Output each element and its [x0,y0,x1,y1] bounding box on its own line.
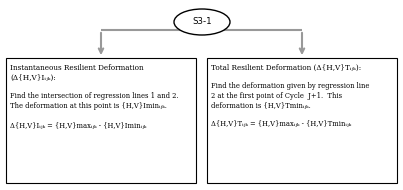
Text: The deformation at this point is {H,V}Iminᵢⱼₖ.: The deformation at this point is {H,V}Im… [10,102,167,110]
Text: S3-1: S3-1 [192,17,212,26]
Text: (Δ{H,V}Iᵢⱼₖ):: (Δ{H,V}Iᵢⱼₖ): [10,74,56,82]
Bar [207,58,397,183]
Bar [6,58,196,183]
Text: Instantaneous Resilient Deformation: Instantaneous Resilient Deformation [10,64,143,72]
Text: Δ{H,V}Iᵢⱼₖ = {H,V}maxᵢⱼₖ - {H,V}Iminᵢⱼₖ: Δ{H,V}Iᵢⱼₖ = {H,V}maxᵢⱼₖ - {H,V}Iminᵢⱼₖ [10,122,146,130]
Ellipse shape [174,9,230,35]
Text: deformation is {H,V}Tminᵢⱼₖ.: deformation is {H,V}Tminᵢⱼₖ. [211,102,311,110]
Text: Find the deformation given by regression line: Find the deformation given by regression… [211,82,370,90]
Text: Find the intersection of regression lines 1 and 2.: Find the intersection of regression line… [10,92,179,100]
Text: Δ{H,V}Tᵢⱼₖ = {H,V}maxᵢⱼₖ - {H,V}Tminᵢⱼₖ: Δ{H,V}Tᵢⱼₖ = {H,V}maxᵢⱼₖ - {H,V}Tminᵢⱼₖ [211,120,351,128]
Text: Total Resilient Deformation (Δ{H,V}Tᵢⱼₖ):: Total Resilient Deformation (Δ{H,V}Tᵢⱼₖ)… [211,64,361,72]
Text: 2 at the first point of Cycle  J+1.  This: 2 at the first point of Cycle J+1. This [211,92,342,100]
